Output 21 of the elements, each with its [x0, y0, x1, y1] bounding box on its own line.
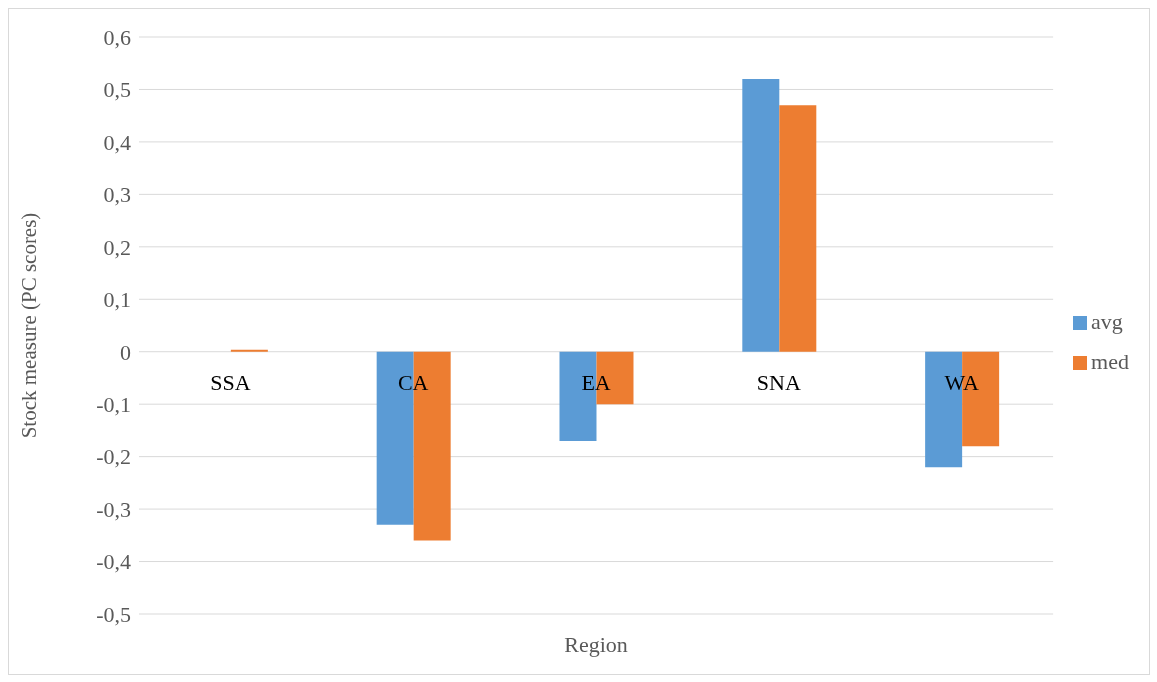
- y-tick-label: 0,3: [103, 182, 131, 208]
- y-axis-title: Stock measure (PC scores): [17, 212, 42, 439]
- x-tick-label: SSA: [210, 369, 251, 395]
- x-tick-label: SNA: [756, 369, 801, 395]
- bar: [742, 78, 780, 352]
- y-tick-label: 0,6: [103, 24, 131, 50]
- bar: [779, 105, 817, 352]
- legend-label: med: [1091, 348, 1129, 374]
- y-tick-label: -0,4: [96, 549, 131, 575]
- y-tick-label: -0,3: [96, 496, 131, 522]
- bar: [230, 349, 268, 352]
- y-tick-label: -0,2: [96, 444, 131, 470]
- legend-label: avg: [1091, 308, 1123, 334]
- y-tick-label: 0: [120, 339, 131, 365]
- x-axis-title: Region: [564, 632, 628, 657]
- y-tick-label: -0,5: [96, 601, 131, 627]
- y-tick-label: 0,1: [103, 287, 131, 313]
- y-tick-label: 0,2: [103, 234, 131, 260]
- y-tick-label: 0,5: [103, 77, 131, 103]
- y-tick-label: 0,4: [103, 129, 131, 155]
- y-tick-label: -0,1: [96, 391, 131, 417]
